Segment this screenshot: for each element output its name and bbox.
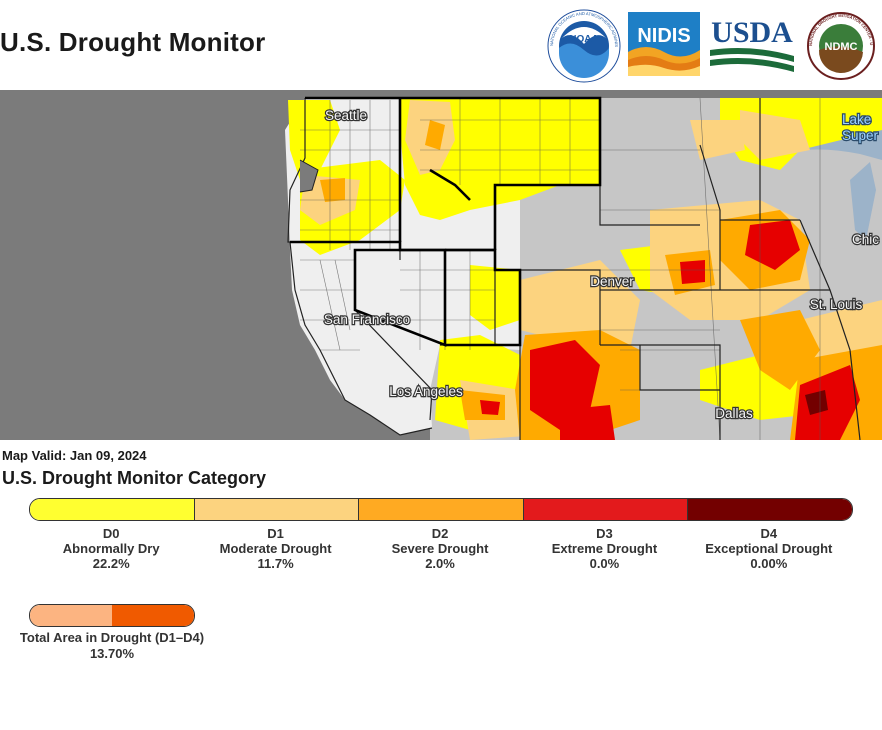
d4-areas: [805, 390, 828, 415]
total-drought-legend: Total Area in Drought (D1–D4) 13.70%: [0, 630, 224, 662]
legend-name: Extreme Drought: [551, 541, 658, 556]
lake-superior-label-2: Super: [842, 128, 879, 143]
total-swatch-light: [30, 605, 112, 626]
total-drought-bar: [29, 604, 195, 627]
legend-d3: D3 Extreme Drought 0.0%: [522, 526, 686, 571]
legend-code: D4: [760, 526, 778, 541]
city-label-seattle: Seattle: [325, 108, 367, 123]
legend-title: U.S. Drought Monitor Category: [2, 468, 266, 488]
city-label-san-francisco: San Francisco: [324, 312, 410, 327]
city-label-st-louis: St. Louis: [810, 297, 863, 312]
legend-code: D1: [267, 526, 284, 541]
city-label-chicago: Chic: [852, 232, 879, 247]
lake-michigan: [850, 162, 876, 240]
noaa-logo: NOAA NATIONAL OCEANIC AND ATMOSPHERIC AD…: [544, 4, 622, 84]
nidis-logo-text: NIDIS: [637, 25, 690, 47]
d2-swatch: [359, 499, 524, 520]
d3-areas: [480, 220, 860, 440]
legend-code: D3: [596, 526, 613, 541]
legend-name: Severe Drought: [391, 541, 489, 556]
page-title: U.S. Drought Monitor: [0, 27, 266, 57]
ndmc-logo-text: NDMC: [825, 41, 858, 53]
category-color-bar: [29, 498, 853, 521]
city-label-denver: Denver: [590, 274, 634, 289]
legend-d4: D4 Exceptional Drought 0.00%: [687, 526, 851, 571]
ndmc-logo: NDMC NATIONAL DROUGHT MITIGATION CENTER …: [804, 4, 876, 84]
total-drought-percent: 13.70%: [89, 646, 135, 661]
noaa-logo-text: NOAA: [569, 34, 598, 45]
legend-percent: 0.00%: [750, 556, 788, 571]
legend-code: D2: [431, 526, 449, 541]
legend-percent: 2.0%: [425, 556, 455, 571]
category-legend: D0 Abnormally Dry 22.2% D1 Moderate Drou…: [29, 526, 851, 571]
legend-d0: D0 Abnormally Dry 22.2%: [29, 526, 193, 571]
legend-percent: 0.0%: [589, 556, 620, 571]
usda-logo-text: USDA: [711, 16, 793, 49]
d1-swatch: [194, 499, 360, 520]
usda-logo: USDA: [708, 14, 796, 74]
d3-swatch: [523, 499, 689, 520]
city-label-dallas: Dallas: [715, 406, 753, 421]
map-valid-date: Map Valid: Jan 09, 2024: [2, 448, 147, 463]
legend-percent: 22.2%: [92, 556, 130, 571]
legend-code: D0: [102, 526, 120, 541]
lake-superior-label: Lake: [842, 112, 871, 127]
d0-swatch: [30, 499, 195, 520]
legend-percent: 11.7%: [257, 556, 294, 571]
legend-d1: D1 Moderate Drought 11.7%: [193, 526, 357, 571]
legend-name: Exceptional Drought: [705, 541, 833, 556]
city-label-los-angeles: Los Angeles: [389, 384, 463, 399]
nidis-logo: NIDIS: [628, 12, 700, 76]
drought-map[interactable]: Lake Super: [0, 90, 882, 440]
legend-d2: D2 Severe Drought 2.0%: [358, 526, 522, 571]
header: U.S. Drought Monitor NOAA NATIONAL OCEAN…: [0, 0, 882, 90]
highlight-borders: [290, 96, 602, 347]
legend-name: Abnormally Dry: [62, 541, 160, 556]
legend-name: Moderate Drought: [219, 541, 332, 556]
total-swatch-dark: [112, 605, 194, 626]
puget-sound: [299, 159, 319, 193]
d4-swatch: [688, 499, 852, 520]
total-drought-label: Total Area in Drought (D1–D4): [19, 630, 205, 645]
